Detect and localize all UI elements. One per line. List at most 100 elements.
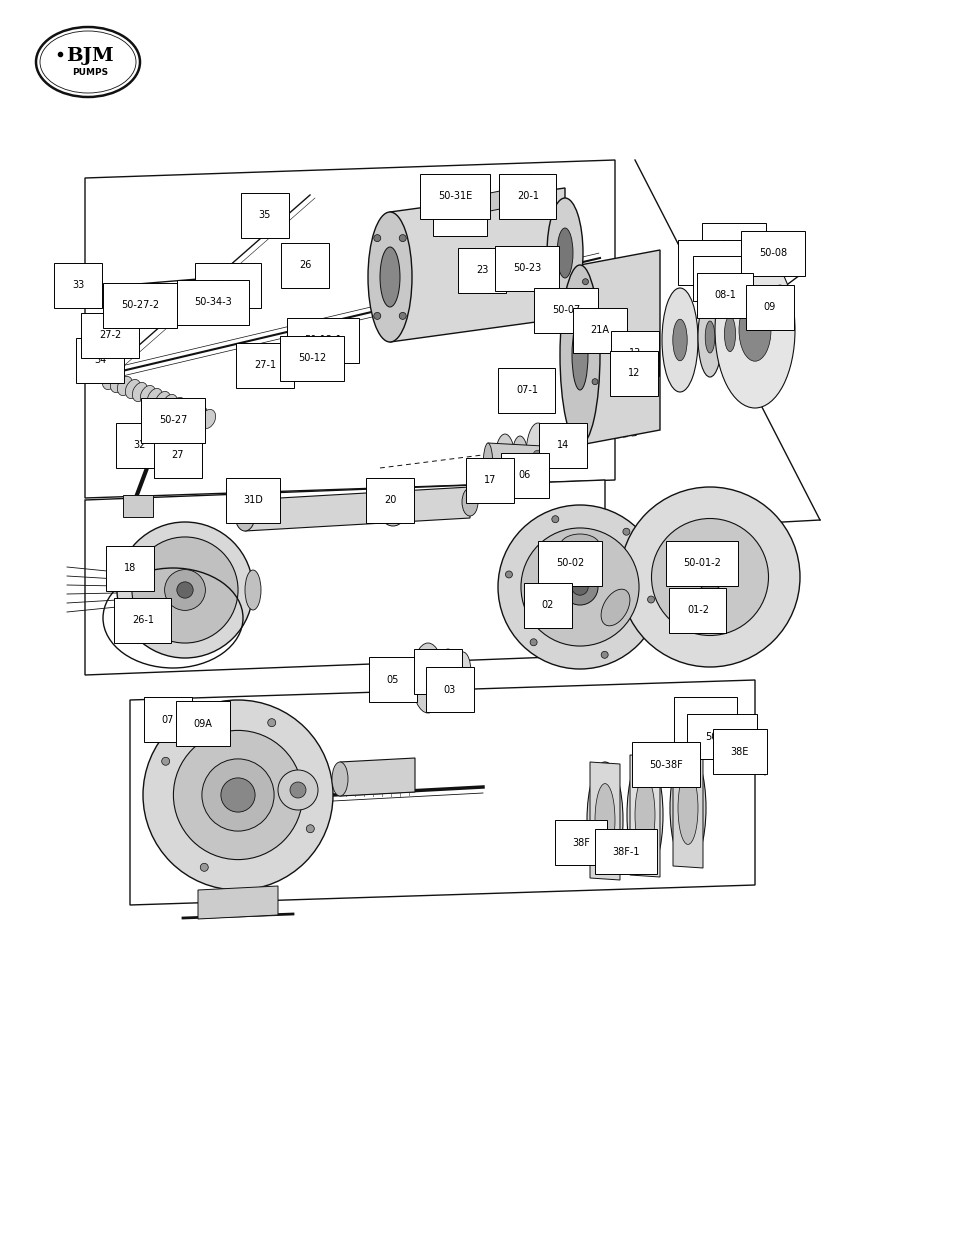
Text: 13: 13 — [628, 348, 640, 358]
Polygon shape — [629, 755, 659, 877]
Text: 50-34-3: 50-34-3 — [193, 296, 232, 308]
Ellipse shape — [559, 534, 599, 558]
Text: 38F: 38F — [572, 839, 589, 848]
Circle shape — [374, 235, 380, 242]
Ellipse shape — [512, 436, 527, 480]
Circle shape — [290, 782, 306, 798]
Text: 33: 33 — [71, 280, 84, 290]
Ellipse shape — [245, 571, 261, 610]
Ellipse shape — [102, 370, 117, 389]
Ellipse shape — [40, 31, 136, 93]
Text: 50-31E: 50-31E — [437, 191, 472, 201]
Text: 23: 23 — [476, 266, 488, 275]
Ellipse shape — [723, 316, 735, 352]
Circle shape — [421, 672, 434, 684]
Ellipse shape — [147, 389, 162, 408]
Circle shape — [774, 285, 784, 295]
Ellipse shape — [739, 299, 770, 361]
Circle shape — [571, 425, 577, 431]
Circle shape — [459, 669, 466, 676]
Circle shape — [267, 224, 276, 233]
Text: 09: 09 — [763, 303, 776, 312]
Circle shape — [750, 756, 759, 764]
Circle shape — [592, 379, 598, 384]
Circle shape — [517, 454, 522, 461]
Text: 35: 35 — [258, 210, 271, 220]
Text: BJM: BJM — [66, 47, 113, 65]
Polygon shape — [85, 480, 604, 676]
Circle shape — [497, 505, 661, 669]
Ellipse shape — [332, 762, 348, 797]
Text: 27: 27 — [172, 450, 184, 459]
Text: 50-02: 50-02 — [556, 558, 583, 568]
Text: 50-11: 50-11 — [720, 240, 747, 249]
Text: 26-1: 26-1 — [132, 615, 153, 625]
Text: 50-07: 50-07 — [551, 305, 579, 315]
Circle shape — [132, 537, 238, 643]
Text: 17: 17 — [483, 475, 496, 485]
Circle shape — [600, 651, 608, 658]
Circle shape — [619, 487, 800, 667]
Polygon shape — [299, 257, 328, 283]
Ellipse shape — [635, 777, 655, 853]
Text: 01-2: 01-2 — [686, 605, 708, 615]
Text: 50-11-1: 50-11-1 — [695, 257, 732, 267]
Text: PUMPS: PUMPS — [71, 68, 108, 77]
Ellipse shape — [525, 424, 550, 487]
Text: 20-1: 20-1 — [517, 191, 538, 201]
Text: 07-1: 07-1 — [516, 385, 537, 395]
Ellipse shape — [171, 398, 186, 416]
Ellipse shape — [125, 379, 140, 399]
Text: 04: 04 — [432, 667, 444, 677]
Ellipse shape — [140, 385, 155, 405]
Ellipse shape — [455, 652, 471, 692]
Text: 38F-1: 38F-1 — [612, 847, 639, 857]
Text: 50-38E: 50-38E — [704, 732, 739, 742]
Circle shape — [165, 569, 205, 610]
Text: 05: 05 — [386, 676, 398, 685]
Text: 50-27: 50-27 — [158, 415, 187, 425]
Text: 34: 34 — [93, 354, 106, 366]
Text: 50-08: 50-08 — [759, 248, 786, 258]
Ellipse shape — [661, 288, 698, 391]
Circle shape — [398, 235, 406, 242]
Ellipse shape — [386, 496, 399, 516]
Circle shape — [161, 757, 170, 766]
Text: 02: 02 — [541, 600, 554, 610]
Ellipse shape — [672, 319, 686, 361]
Circle shape — [268, 719, 275, 726]
Polygon shape — [589, 762, 619, 881]
Ellipse shape — [437, 650, 457, 701]
Ellipse shape — [155, 391, 171, 410]
Text: 18: 18 — [124, 563, 136, 573]
Polygon shape — [490, 186, 519, 211]
Ellipse shape — [200, 410, 215, 429]
Circle shape — [561, 325, 567, 331]
Text: 50-27-2: 50-27-2 — [121, 300, 159, 310]
Polygon shape — [130, 680, 754, 905]
Circle shape — [374, 312, 380, 320]
Text: 06: 06 — [518, 471, 531, 480]
Circle shape — [200, 863, 208, 872]
Circle shape — [551, 516, 558, 522]
Text: 21A: 21A — [590, 325, 609, 335]
Polygon shape — [85, 161, 615, 498]
Circle shape — [277, 769, 317, 810]
Ellipse shape — [600, 589, 629, 626]
Text: 27-2-1: 27-2-1 — [212, 280, 244, 290]
Circle shape — [176, 582, 193, 598]
Circle shape — [173, 730, 302, 860]
Circle shape — [520, 527, 639, 646]
Ellipse shape — [461, 488, 477, 516]
Circle shape — [696, 563, 722, 590]
Ellipse shape — [714, 252, 794, 408]
Ellipse shape — [185, 404, 200, 422]
Circle shape — [500, 456, 509, 464]
Text: 09A: 09A — [193, 719, 213, 729]
Text: 50-12: 50-12 — [297, 353, 326, 363]
Ellipse shape — [669, 750, 705, 866]
Polygon shape — [174, 425, 200, 450]
Text: 31E: 31E — [451, 207, 469, 219]
Text: 14: 14 — [557, 440, 569, 450]
Ellipse shape — [162, 394, 177, 414]
